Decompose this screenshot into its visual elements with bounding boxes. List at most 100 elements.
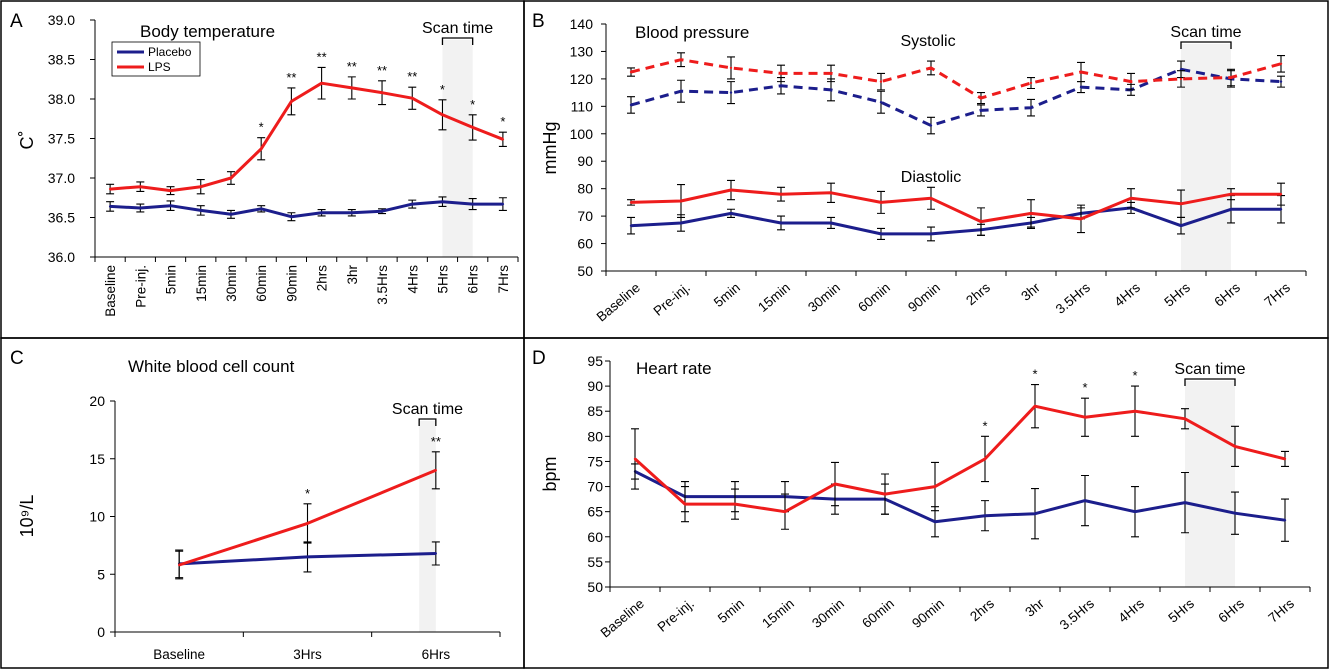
data-point: [229, 213, 233, 216]
data-point: [1179, 224, 1183, 227]
data-point: [679, 58, 683, 61]
significance-marker: *: [500, 114, 505, 129]
data-point: [108, 187, 112, 191]
scan-time-label: Scan time: [422, 20, 493, 37]
x-tick-label: 60min: [855, 280, 893, 315]
data-point: [434, 552, 438, 555]
panel-c-frame: [0, 337, 525, 669]
significance-marker: **: [377, 63, 387, 78]
y-axis-label: 10⁹/L: [17, 495, 37, 538]
scan-time-bracket: [418, 418, 437, 426]
significance-marker: *: [1032, 367, 1037, 382]
x-tick-label: 5Hrs: [435, 265, 450, 294]
significance-marker: *: [305, 486, 310, 501]
data-point: [441, 113, 444, 117]
data-point: [1079, 217, 1083, 221]
data-point: [1279, 80, 1283, 83]
data-point: [779, 192, 783, 196]
data-point: [1283, 457, 1287, 461]
significance-marker: *: [1082, 380, 1087, 395]
scan-time-shade: [442, 40, 473, 257]
data-point: [1179, 202, 1183, 205]
y-tick-label: 37.0: [48, 170, 75, 186]
x-tick-label: 15min: [194, 265, 209, 302]
data-point: [629, 103, 633, 107]
data-point: [1229, 192, 1233, 196]
y-tick-label: 100: [570, 126, 594, 142]
data-point: [1279, 62, 1283, 65]
data-point: [1279, 208, 1283, 211]
data-point: [434, 469, 438, 472]
y-tick-label: 36.0: [48, 249, 75, 265]
chart-title: Blood pressure: [635, 23, 749, 42]
y-tick-label: 5: [97, 566, 105, 582]
x-tick-label: 7Hrs: [496, 265, 511, 294]
data-point: [306, 522, 309, 525]
data-point: [1279, 192, 1283, 196]
series-line: [630, 206, 1281, 236]
data-point: [729, 91, 733, 94]
y-tick-label: 75: [587, 453, 603, 469]
significance-marker: *: [259, 120, 264, 135]
x-tick-label: 3.5Hrs: [1053, 280, 1093, 317]
data-point: [259, 207, 263, 211]
data-point: [471, 126, 474, 129]
data-point: [1079, 85, 1083, 89]
x-tick-label: 3hr: [1018, 279, 1043, 303]
data-point: [1083, 416, 1087, 419]
data-point: [1183, 417, 1187, 420]
data-point: [471, 202, 474, 206]
data-point: [1233, 445, 1237, 448]
data-point: [1079, 70, 1083, 74]
data-point: [983, 457, 987, 461]
y-axis-label: bpm: [540, 456, 560, 491]
scan-time-shade: [1185, 381, 1235, 587]
y-tick-label: 37.5: [48, 131, 75, 147]
y-tick-label: 20: [89, 393, 105, 409]
data-point: [1283, 519, 1287, 522]
y-tick-label: 70: [577, 208, 593, 224]
y-tick-label: 80: [587, 428, 603, 444]
x-tick-label: 60min: [254, 265, 269, 302]
data-point: [306, 555, 309, 559]
significance-marker: *: [1132, 368, 1137, 383]
x-tick-label: 30min: [809, 596, 847, 631]
x-tick-label: 30min: [805, 280, 843, 315]
y-tick-label: 55: [587, 554, 603, 570]
data-point: [1029, 106, 1033, 109]
x-tick-label: 15min: [755, 280, 793, 315]
data-point: [1129, 80, 1133, 83]
data-point: [879, 101, 883, 104]
data-point: [829, 191, 833, 194]
data-point: [933, 520, 937, 523]
data-point: [883, 492, 887, 496]
y-tick-label: 36.5: [48, 210, 75, 226]
data-point: [1229, 208, 1233, 211]
y-tick-label: 80: [577, 181, 593, 197]
scan-time-label: Scan time: [1174, 361, 1245, 378]
data-point: [729, 188, 733, 192]
data-point: [629, 70, 633, 74]
significance-marker: *: [982, 418, 987, 433]
x-tick-label: 6Hrs: [1215, 596, 1247, 626]
legend-entry: LPS: [148, 60, 171, 74]
x-tick-label: 30min: [224, 265, 239, 302]
x-tick-label: 5Hrs: [1161, 280, 1193, 310]
scan-time-shade: [1181, 44, 1231, 271]
data-point: [139, 206, 142, 210]
data-point: [1179, 68, 1183, 71]
significance-marker: **: [431, 434, 441, 449]
y-tick-label: 60: [587, 529, 603, 545]
series-line: [634, 470, 1286, 524]
data-point: [259, 147, 263, 150]
scan-time-shade: [419, 421, 436, 632]
data-point: [879, 201, 883, 204]
data-point: [1233, 511, 1237, 515]
data-point: [1033, 512, 1037, 515]
x-tick-label: 3Hrs: [293, 647, 322, 662]
series-line: [633, 404, 1286, 514]
data-point: [441, 200, 444, 203]
significance-marker: *: [470, 97, 475, 112]
data-point: [229, 176, 233, 180]
data-point: [380, 91, 384, 94]
